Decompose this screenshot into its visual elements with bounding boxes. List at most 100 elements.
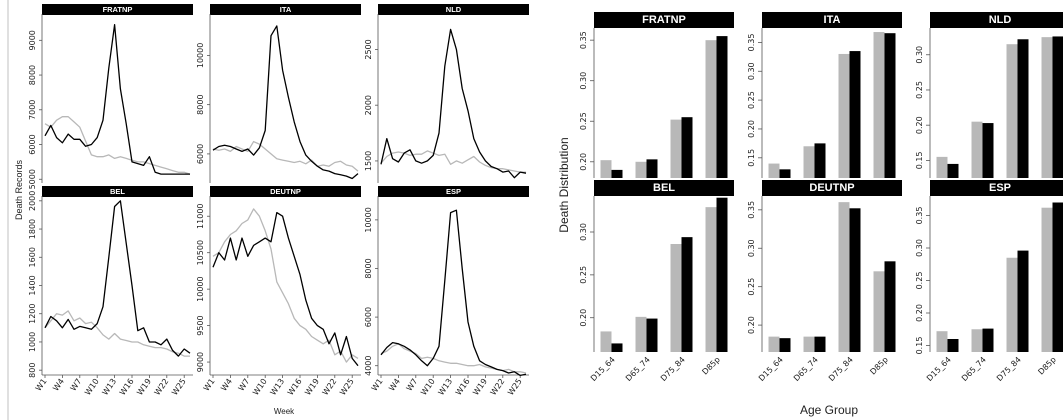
x-tick-label: W25 [506,377,524,397]
x-tick-label: W22 [153,377,171,397]
panel-strip [762,180,902,196]
bar-light [600,331,612,352]
right-y-axis-title: Death Distribution [557,137,571,232]
bar-light [670,244,682,352]
y-tick-label: 6000 [28,134,37,154]
panel-strip [930,12,1063,28]
y-tick-label: 9000 [28,30,37,50]
panel-strip [594,12,734,28]
x-tick-label: D85p [700,355,722,377]
x-tick-label: D65_74 [960,355,988,383]
x-tick-label: W13 [436,377,454,397]
bar-dark [646,318,658,352]
bar-dark [849,51,861,179]
bar-chart-panels: FRATNP 0.20 0.25 0.30 0.35 ITA 0.15 0.20 0.25 0.3… [579,12,1063,383]
y-tick-label: 0.25 [579,266,588,284]
series-line-dark [212,211,359,367]
x-tick-label: D15_64 [757,355,785,383]
y-tick-label: 800 [28,363,37,378]
panel-strip [42,4,193,15]
y-tick-label: 0.20 [915,304,924,322]
bar-light [670,119,682,178]
bar-dark [779,338,791,352]
panel-strip [762,12,902,28]
y-tick-label: 10500 [196,240,205,265]
bar-dark [646,159,658,178]
x-tick-label: W1 [370,377,385,393]
x-tick-label: W10 [251,377,269,397]
series-line-light [44,116,191,175]
bar-light [873,271,885,352]
y-tick-label: 10000 [196,276,205,301]
bar-light [635,161,647,178]
line-panel-fratnp: FRATNP 5000 6000 7000 8000 9000 [28,4,193,189]
y-tick-label: 9500 [196,315,205,335]
y-tick-label: 0.35 [579,31,588,49]
bar-dark [982,328,994,352]
x-tick-label: W16 [118,377,136,397]
y-tick-label: 9000 [196,352,205,372]
bar-dark [884,261,896,352]
panel-strip [42,186,193,197]
panel-title: ITA [280,5,292,14]
x-tick-label: W22 [321,377,339,397]
bar-dark [611,169,623,178]
x-tick-label: W7 [69,377,84,393]
bar-dark [814,336,826,352]
bar-dark [681,117,693,178]
bar-dark [947,339,959,352]
y-tick-label: 0.20 [579,153,588,171]
y-tick-label: 0.15 [747,149,756,167]
y-tick-label: 1200 [28,304,37,324]
panel-title: ESP [989,182,1011,194]
bar-dark [982,123,994,178]
y-tick-label: 0.25 [915,81,924,99]
bar-dark [1017,250,1029,352]
left-y-axis-title: Death Records [14,159,24,220]
bar-panel-nld: NLD 0.15 0.20 0.25 0.30 [915,12,1063,179]
x-tick-label: W4 [51,377,66,393]
bar-dark [1052,202,1063,352]
bar-panel-deutnp: DEUTNP 0.20 0.25 0.30 0.35 D15_64 D65_74 D75_84… [747,180,902,383]
series-line-light [380,343,527,374]
y-tick-label: 0.30 [579,223,588,241]
bar-dark [849,208,861,352]
bar-light [768,163,780,178]
panel-title: FRATNP [103,5,133,14]
line-panel-nld: NLD 1500 2000 2500 [364,4,529,183]
x-tick-label: W13 [100,377,118,397]
y-tick-label: 5000 [28,169,37,189]
y-tick-label: 0.30 [579,72,588,90]
x-tick-label: W7 [237,377,252,393]
left-x-axis-title: Week [274,407,295,416]
y-tick-label: 8000 [196,94,205,114]
x-tick-label: W10 [419,377,437,397]
y-tick-label: 2500 [364,39,373,59]
bar-light [873,32,885,179]
bar-panel-bel: BEL 0.20 0.25 0.30 D15_64 D65_74 D75_84 D85p [579,180,734,383]
y-tick-label: 0.20 [915,116,924,134]
x-tick-label: W1 [34,377,49,393]
x-tick-label: W25 [170,377,188,397]
y-tick-label: 10000 [364,207,373,232]
y-tick-label: 1800 [28,219,37,239]
bar-dark [611,343,623,352]
series-line-light [212,208,359,363]
x-tick-label: W1 [202,377,217,393]
bar-dark [947,163,959,178]
panel-strip [378,186,529,197]
bar-light [936,156,948,178]
y-tick-label: 0.35 [915,207,924,225]
panel-title: BEL [110,187,125,196]
x-tick-label: W7 [405,377,420,393]
panel-title: ESP [446,187,461,196]
y-tick-label: 0.30 [747,62,756,80]
series-line-dark [380,28,527,179]
bar-light [600,160,612,178]
y-tick-label: 11000 [196,204,205,229]
bar-dark [1017,39,1029,178]
